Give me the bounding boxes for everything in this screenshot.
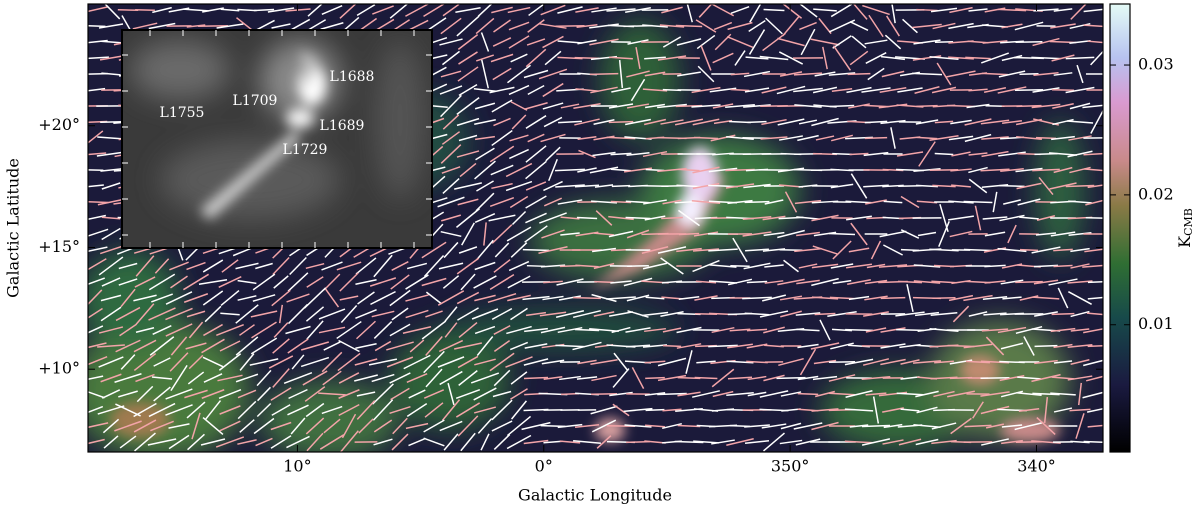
- vector: [747, 281, 767, 282]
- vector: [745, 202, 770, 203]
- vector: [645, 378, 665, 379]
- vector: [815, 314, 836, 315]
- inset-label: L1688: [330, 69, 375, 85]
- vector: [1052, 90, 1074, 91]
- vector: [981, 378, 1010, 379]
- y-tick-label: +20°: [38, 115, 80, 134]
- vector: [999, 186, 1024, 187]
- x-tick-label: 340°: [1017, 457, 1056, 476]
- vector: [646, 410, 665, 411]
- x-tick-label: 0°: [535, 457, 553, 476]
- inset-label: L1755: [160, 105, 205, 121]
- vector: [832, 154, 852, 155]
- vector: [935, 154, 954, 155]
- vector: [1015, 90, 1043, 91]
- vector: [829, 233, 855, 234]
- vector: [747, 122, 766, 123]
- y-tick-label: +10°: [38, 359, 80, 378]
- vector: [612, 186, 630, 187]
- vector: [523, 250, 549, 251]
- x-axis-label: Galactic Longitude: [518, 486, 672, 505]
- inset: L1688 L1709 L1755 L1689 L1729: [122, 30, 432, 248]
- vector: [524, 378, 548, 379]
- x-tick-label: 350°: [771, 457, 810, 476]
- colorbar-tick-label: 0.01: [1138, 314, 1174, 333]
- vector: [964, 202, 993, 203]
- colorbar: [1110, 4, 1130, 452]
- inset-label: L1689: [320, 118, 365, 134]
- vector: [676, 25, 702, 26]
- vector: [1036, 138, 1056, 139]
- vector: [590, 74, 619, 75]
- vector: [850, 154, 869, 155]
- vector: [237, 9, 256, 10]
- vector: [881, 298, 906, 299]
- vector: [932, 298, 955, 299]
- vector: [609, 122, 634, 123]
- vector: [865, 138, 887, 139]
- colorbar-tick-label: 0.02: [1138, 184, 1174, 203]
- vector: [1052, 314, 1075, 315]
- vector: [254, 9, 274, 10]
- y-tick-label: +15°: [38, 237, 80, 256]
- vector: [845, 330, 873, 331]
- vector: [916, 10, 937, 11]
- y-axis-label: Galactic Latitude: [4, 158, 23, 298]
- vector: [694, 137, 718, 138]
- colorbar-label: KCMB: [1175, 208, 1196, 248]
- inset-label: L1729: [283, 142, 328, 158]
- vector: [798, 394, 818, 395]
- inset-label: L1709: [233, 93, 278, 109]
- vector: [80, 202, 109, 203]
- colorbar-label-sub: CMB: [1182, 208, 1195, 236]
- vector: [663, 346, 681, 347]
- vector: [1035, 346, 1058, 347]
- vector: [1020, 250, 1038, 251]
- vector: [83, 26, 106, 27]
- vector: [764, 10, 785, 11]
- vector: [830, 106, 854, 107]
- colorbar-tick-label: 0.03: [1138, 55, 1174, 74]
- vector: [661, 218, 683, 219]
- vector: [731, 90, 750, 91]
- vector: [848, 74, 871, 75]
- x-tick-label: 10°: [283, 457, 311, 476]
- vector: [730, 266, 749, 267]
- vector: [573, 298, 601, 299]
